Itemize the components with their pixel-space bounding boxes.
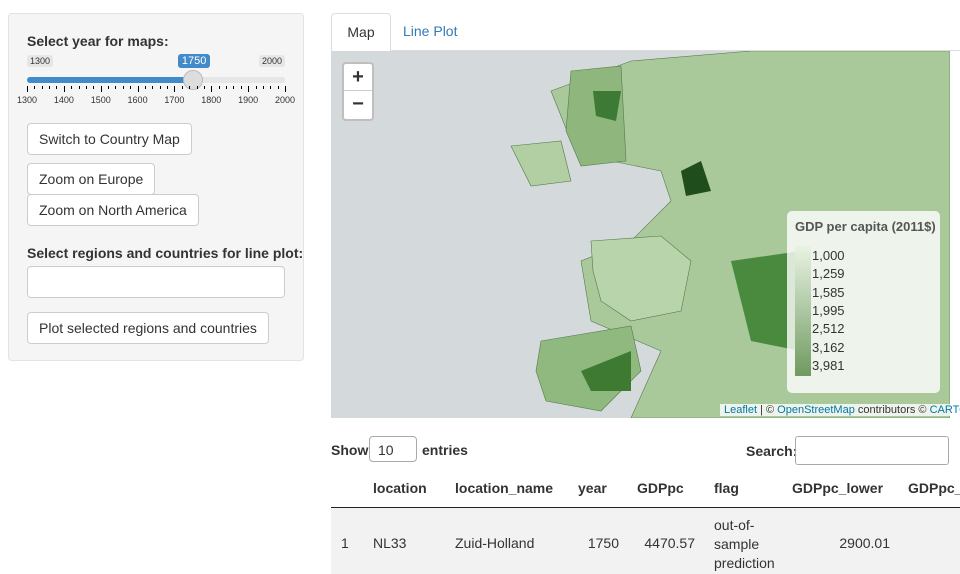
regions-input[interactable] <box>27 266 285 298</box>
slider-minor-tick <box>34 86 35 89</box>
slider-handle[interactable] <box>183 70 203 90</box>
slider-minor-tick <box>79 86 80 89</box>
zoom-out[interactable]: − <box>344 91 372 117</box>
legend-bar <box>795 246 811 376</box>
tab-map[interactable]: Map <box>331 13 391 51</box>
slider-minor-tick <box>49 86 50 89</box>
slider-minor-tick <box>130 86 131 89</box>
slider-minor-tick <box>278 86 279 89</box>
cell: 1750 <box>588 535 619 551</box>
attribution-part: | © <box>757 404 777 416</box>
length-select[interactable]: 10 <box>369 436 417 462</box>
slider-tick-label: 1700 <box>164 95 184 105</box>
column-header[interactable]: year <box>578 480 607 496</box>
attribution-part[interactable]: OpenStreetMap <box>777 404 855 416</box>
column-header[interactable]: location <box>373 480 427 496</box>
attribution-part[interactable]: CARTO <box>930 404 960 416</box>
legend-label: 1,995 <box>812 303 845 318</box>
slider-tick-label: 1400 <box>54 95 74 105</box>
slider-minor-tick <box>167 86 168 89</box>
slider-minor-tick <box>233 86 234 89</box>
legend-label: 3,981 <box>812 358 845 373</box>
attribution-part[interactable]: Leaflet <box>724 404 757 416</box>
slider-tick <box>64 86 65 92</box>
slider-minor-tick <box>152 86 153 89</box>
column-header[interactable]: location_name <box>455 480 553 496</box>
slider-tick <box>138 86 139 92</box>
slider-tick <box>174 86 175 92</box>
slider-minor-tick <box>123 86 124 89</box>
slider-tick <box>27 86 28 92</box>
column-header[interactable]: GDPpc_lower <box>792 480 883 496</box>
attribution: Leaflet | © OpenStreetMap contributors ©… <box>720 404 960 416</box>
search-input[interactable] <box>795 436 949 465</box>
slider-fill <box>27 77 193 83</box>
slider-minor-tick <box>93 86 94 89</box>
slider-minor-tick <box>241 86 242 89</box>
tab-line-plot[interactable]: Line Plot <box>403 13 457 50</box>
cell: NL33 <box>373 535 406 551</box>
slider-minor-tick <box>256 86 257 89</box>
legend-label: 1,585 <box>812 285 845 300</box>
zoom-in[interactable]: + <box>344 64 372 91</box>
slider-minor-tick <box>270 86 271 89</box>
year-label: Select year for maps: <box>27 33 169 49</box>
slider-minor-tick <box>160 86 161 89</box>
legend-title: GDP per capita (2011$) <box>795 219 936 234</box>
slider-tick-label: 1900 <box>238 95 258 105</box>
slider-minor-tick <box>145 86 146 89</box>
entries-label: entries <box>422 442 468 458</box>
legend-label: 3,162 <box>812 340 845 355</box>
slider-value: 1750 <box>178 54 210 68</box>
slider-minor-tick <box>108 86 109 89</box>
cell: 2900.01 <box>839 535 890 551</box>
search-label: Search: <box>746 443 797 459</box>
slider-tick <box>285 86 286 92</box>
slider-tick <box>211 86 212 92</box>
legend-label: 1,259 <box>812 266 845 281</box>
slider-minor-tick <box>115 86 116 89</box>
regions-label: Select regions and countries for line pl… <box>27 245 303 261</box>
slider-tick-label: 2000 <box>275 95 295 105</box>
slider-minor-tick <box>263 86 264 89</box>
cell: out-of-sample prediction <box>714 516 774 573</box>
slider-minor-tick <box>42 86 43 89</box>
slider-tick-label: 1600 <box>128 95 148 105</box>
column-header[interactable]: GDPpc <box>637 480 684 496</box>
slider-tick-label: 1800 <box>201 95 221 105</box>
slider-min: 1300 <box>27 55 53 67</box>
attribution-part: contributors © <box>855 404 930 416</box>
slider-tick-label: 1500 <box>91 95 111 105</box>
cell: 1 <box>341 535 349 551</box>
slider-minor-tick <box>71 86 72 89</box>
column-header[interactable]: GDPpc_upper <box>908 480 960 496</box>
slider-minor-tick <box>182 86 183 89</box>
slider-max: 2000 <box>259 55 285 67</box>
slider-minor-tick <box>204 86 205 89</box>
zoom-na-button[interactable]: Zoom on North America <box>27 194 199 226</box>
slider-minor-tick <box>197 86 198 89</box>
show-label: Show <box>331 442 368 458</box>
legend-label: 1,000 <box>812 248 845 263</box>
slider-minor-tick <box>226 86 227 89</box>
column-header[interactable]: flag <box>714 480 739 496</box>
slider-minor-tick <box>56 86 57 89</box>
slider-minor-tick <box>189 86 190 89</box>
slider-tick-label: 1300 <box>17 95 37 105</box>
slider-tick <box>101 86 102 92</box>
slider-tick <box>248 86 249 92</box>
plot-button[interactable]: Plot selected regions and countries <box>27 312 269 344</box>
country-map-button[interactable]: Switch to Country Map <box>27 123 192 155</box>
cell: 4470.57 <box>644 535 695 551</box>
slider-minor-tick <box>219 86 220 89</box>
legend-label: 2,512 <box>812 321 845 336</box>
slider-minor-tick <box>86 86 87 89</box>
cell: Zuid-Holland <box>455 535 534 551</box>
zoom-europe-button[interactable]: Zoom on Europe <box>27 163 155 195</box>
